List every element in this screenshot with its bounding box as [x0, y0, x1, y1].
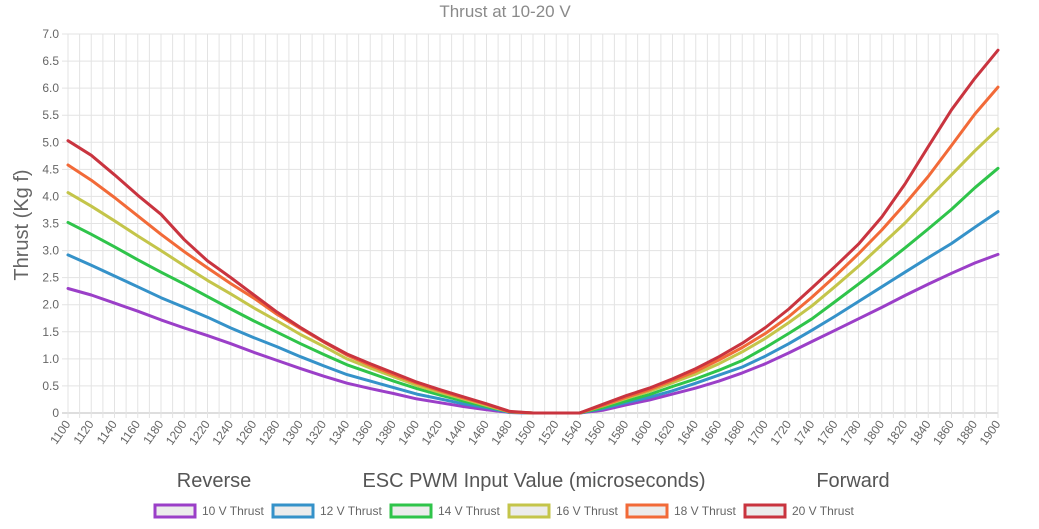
x-axis-ticks: 1100112011401160118012001220124012601280… [47, 417, 1003, 447]
x-tick-label: 1340 [326, 417, 353, 447]
x-tick-label: 1820 [884, 417, 911, 447]
x-tick-label: 1680 [721, 417, 748, 447]
legend-swatch [507, 503, 551, 519]
legend-label: 16 V Thrust [556, 504, 618, 518]
x-tick-label: 1740 [791, 417, 818, 447]
legend-label: 12 V Thrust [320, 504, 382, 518]
x-tick-label: 1320 [302, 417, 329, 447]
y-tick-label: 6.5 [42, 54, 59, 68]
x-tick-label: 1600 [628, 417, 655, 447]
x-tick-label: 1640 [674, 417, 701, 447]
y-tick-label: 0 [52, 406, 59, 420]
x-tick-label: 1540 [558, 417, 585, 447]
x-tick-label: 1560 [581, 417, 608, 447]
x-tick-label: 1520 [535, 417, 562, 447]
x-tick-label: 1240 [209, 417, 236, 447]
x-tick-label: 1300 [279, 417, 306, 447]
x-tick-label: 1420 [419, 417, 446, 447]
y-tick-label: 2.5 [42, 271, 59, 285]
x-tick-label: 1460 [465, 417, 492, 447]
x-tick-label: 1220 [186, 417, 213, 447]
x-tick-label: 1360 [349, 417, 376, 447]
legend-swatch [271, 503, 315, 519]
grid [62, 33, 999, 418]
y-tick-label: 6.0 [42, 81, 59, 95]
reverse-annotation: Reverse [177, 470, 251, 492]
x-tick-label: 1180 [140, 417, 166, 446]
x-tick-label: 1760 [814, 417, 841, 447]
legend-swatch [153, 503, 197, 519]
x-tick-label: 1500 [512, 417, 539, 447]
legend-swatch [743, 503, 787, 519]
y-tick-label: 5.0 [42, 135, 59, 149]
x-tick-label: 1140 [94, 417, 120, 446]
series-lines [66, 48, 1000, 415]
y-tick-label: 0.5 [42, 379, 59, 393]
x-tick-label: 1620 [651, 417, 678, 447]
x-tick-label: 1660 [698, 417, 725, 447]
series-line-6 [66, 48, 1000, 415]
x-tick-label: 1720 [767, 417, 794, 447]
y-axis-label: Thrust (Kg f) [11, 169, 33, 280]
y-tick-label: 3.0 [42, 244, 59, 258]
x-tick-label: 1260 [233, 417, 260, 447]
y-tick-label: 7.0 [42, 27, 59, 41]
y-tick-label: 4.5 [42, 162, 59, 176]
forward-annotation: Forward [816, 470, 889, 492]
y-tick-label: 1.0 [42, 352, 59, 366]
x-tick-label: 1480 [488, 417, 515, 447]
x-tick-label: 1580 [605, 417, 632, 447]
x-tick-label: 1160 [117, 417, 143, 446]
x-tick-label: 1440 [442, 417, 469, 447]
legend-label: 20 V Thrust [792, 504, 854, 518]
y-tick-label: 2.0 [42, 298, 59, 312]
x-tick-label: 1860 [930, 417, 957, 447]
chart-title: Thrust at 10-20 V [439, 2, 571, 21]
legend-swatch [625, 503, 669, 519]
y-tick-label: 5.5 [42, 108, 59, 122]
legend-label: 10 V Thrust [202, 504, 264, 518]
x-tick-label: 1880 [953, 417, 980, 447]
y-axis-ticks: 0 0.5 1.0 1.5 2.0 2.5 3.0 3.5 4.0 4.5 5.0 5.5 6.0 6.5… [42, 27, 59, 420]
legend-swatch [389, 503, 433, 519]
x-axis-label: ESC PWM Input Value (microseconds) [362, 470, 705, 492]
x-tick-label: 1100 [47, 417, 73, 446]
legend-label: 14 V Thrust [438, 504, 500, 518]
x-tick-label: 1900 [977, 417, 1004, 447]
x-tick-label: 1400 [395, 417, 422, 447]
y-tick-label: 4.0 [42, 189, 59, 203]
y-tick-label: 1.5 [42, 325, 59, 339]
x-tick-label: 1200 [163, 417, 190, 447]
x-tick-label: 1120 [70, 417, 96, 446]
x-tick-label: 1840 [907, 417, 934, 447]
x-tick-label: 1380 [372, 417, 399, 447]
x-tick-label: 1780 [837, 417, 864, 447]
legend: 10 V Thrust 12 V Thrust 14 V Thrust 16 V Th… [153, 503, 854, 519]
x-tick-label: 1800 [860, 417, 887, 447]
legend-label: 18 V Thrust [674, 504, 736, 518]
y-tick-label: 3.5 [42, 217, 59, 231]
x-tick-label: 1280 [256, 417, 283, 447]
x-tick-label: 1700 [744, 417, 771, 447]
